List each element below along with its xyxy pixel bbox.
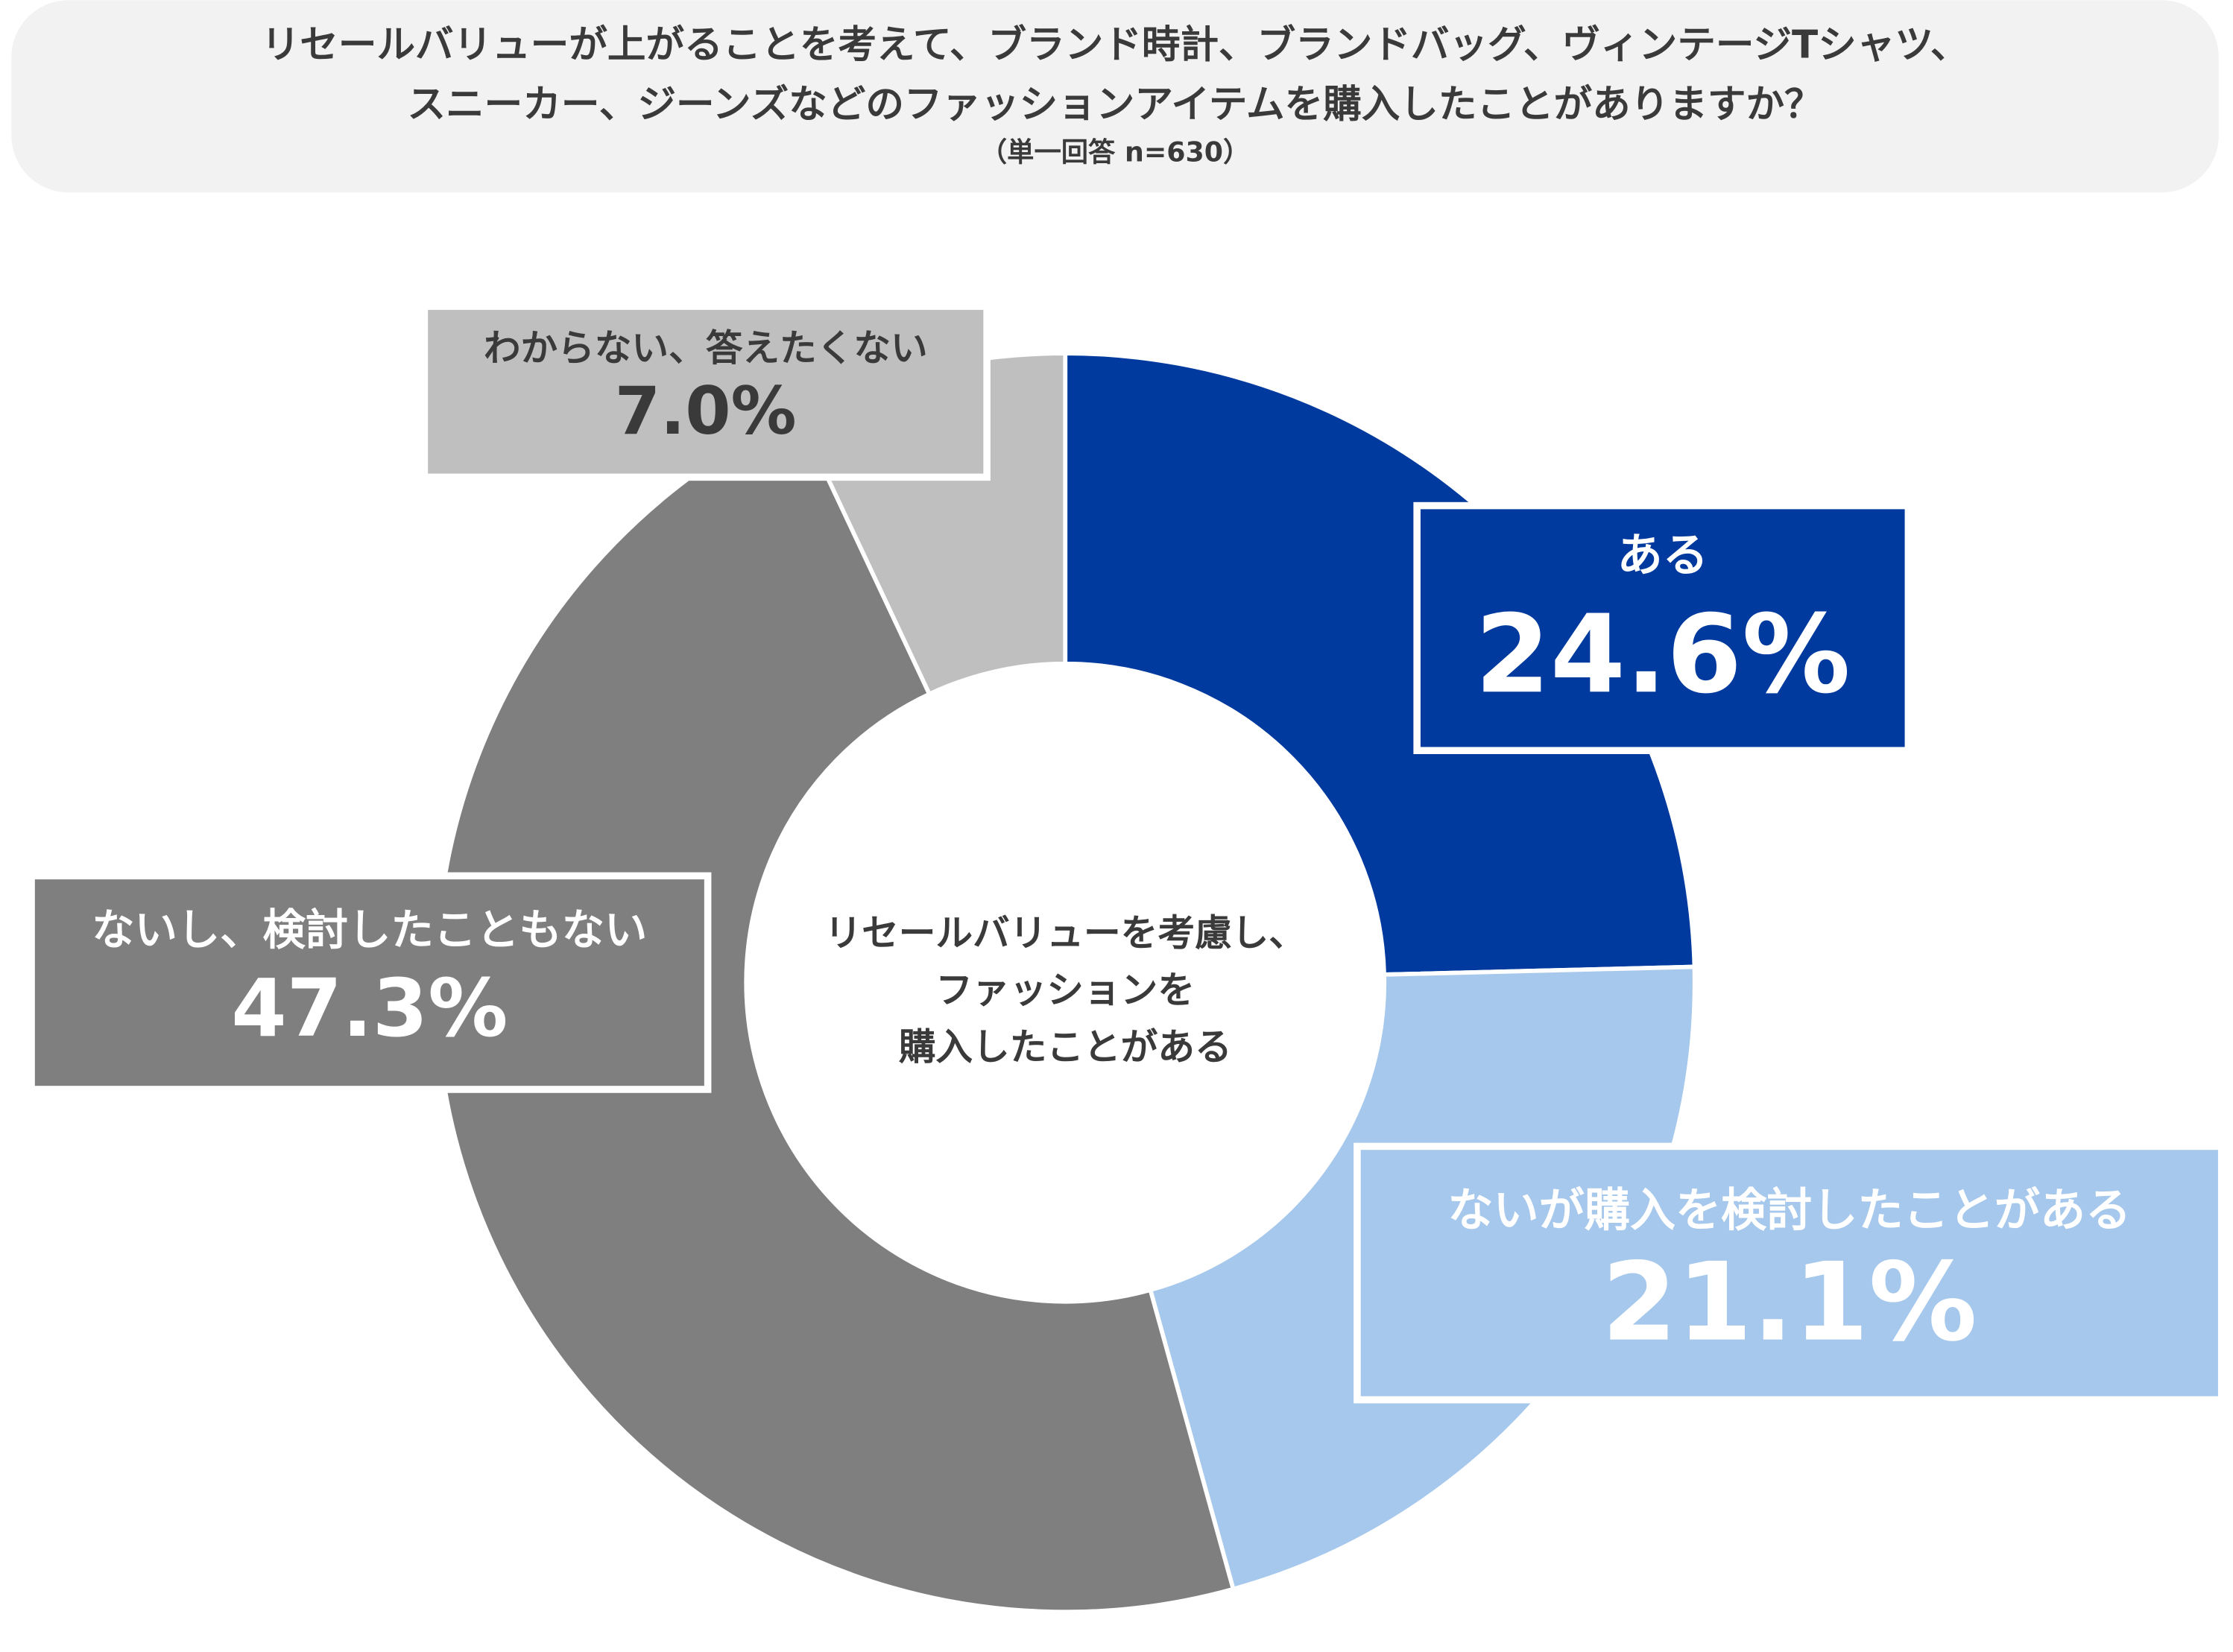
center-label: リセールバリューを考慮し、 xyxy=(824,911,1306,955)
category-label: ないし、検討したこともない xyxy=(92,905,647,955)
chart-title: スニーカー、ジーンズなどのファッションアイテムを購入したことがありますか？ xyxy=(408,83,1823,127)
label-box xyxy=(28,872,712,1093)
value-label: 47.3% xyxy=(231,963,508,1055)
value-label: 7.0% xyxy=(615,373,797,449)
slice xyxy=(1063,351,1697,977)
label-box xyxy=(1413,501,1913,755)
chart-subtitle: （単一回答 n=630） xyxy=(980,136,1250,168)
title-box xyxy=(11,0,2219,193)
category-label: ないが購入を検討したことがある xyxy=(1447,1184,2131,1237)
value-label: 24.6% xyxy=(1475,592,1851,718)
category-label: わからない、答えたくない xyxy=(484,326,928,370)
value-label: 21.1% xyxy=(1602,1240,1977,1366)
center-label: ファッションを xyxy=(935,969,1195,1012)
slice xyxy=(433,410,1236,1615)
center-label: 購入したことがある xyxy=(899,1025,1232,1069)
category-label: ある xyxy=(1617,529,1708,582)
label-box xyxy=(420,303,991,481)
chart-title: リセールバリューが上がることを考えて、ブランド時計、ブランドバッグ、ヴィンテージ… xyxy=(262,22,1969,67)
label-box xyxy=(1354,1142,2226,1404)
